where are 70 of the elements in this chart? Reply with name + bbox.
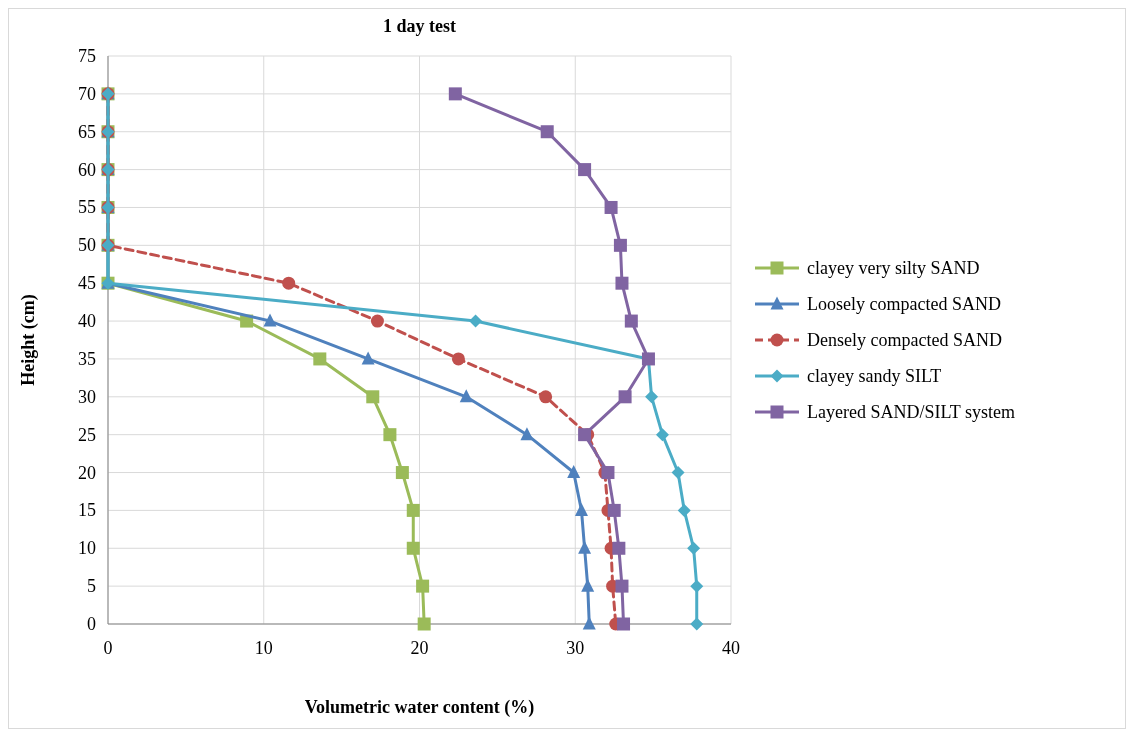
point [370, 314, 384, 328]
point [459, 389, 473, 403]
point [618, 390, 632, 404]
point [578, 540, 592, 554]
y-tick-label: 35 [78, 348, 96, 369]
point [581, 578, 595, 592]
point [406, 503, 420, 517]
point [448, 87, 462, 101]
point [615, 276, 629, 290]
x-tick-label: 40 [722, 638, 740, 658]
point [690, 617, 704, 631]
legend-label: clayey sandy SILT [807, 366, 942, 386]
chart-title: 1 day test [383, 16, 456, 36]
y-tick-label: 5 [87, 576, 96, 597]
legend-label: clayey very silty SAND [807, 258, 980, 278]
point [469, 314, 483, 328]
point [451, 352, 465, 366]
point [395, 466, 409, 480]
point [690, 579, 704, 593]
point [417, 617, 431, 631]
point [361, 351, 375, 365]
point [366, 390, 380, 404]
x-tick-label: 10 [254, 638, 273, 658]
point [677, 503, 691, 517]
point [612, 541, 626, 555]
y-tick-label: 50 [78, 235, 96, 256]
point [604, 200, 618, 214]
y-tick-label: 55 [78, 197, 96, 218]
legend-label: Densely compacted SAND [807, 330, 1002, 350]
y-tick-label: 25 [78, 424, 96, 445]
y-tick-label: 40 [78, 311, 96, 332]
point [383, 428, 397, 442]
point [282, 276, 296, 290]
point [578, 163, 592, 177]
point [617, 617, 631, 631]
point [520, 427, 534, 441]
point [624, 314, 638, 328]
y-tick-label: 60 [78, 159, 96, 180]
x-tick-label: 20 [410, 638, 429, 658]
point [613, 238, 627, 252]
point [607, 503, 621, 517]
x-tick-label: 0 [103, 638, 113, 658]
point [416, 579, 430, 593]
x-tick-label: 30 [566, 638, 585, 658]
legend-label: Layered SAND/SILT system [807, 402, 1015, 422]
legend-label: Loosely compacted SAND [807, 294, 1001, 314]
point [574, 502, 588, 516]
point [655, 428, 669, 442]
point [645, 390, 659, 404]
y-tick-label: 75 [78, 46, 96, 66]
point [671, 466, 685, 480]
point [582, 616, 596, 630]
point [313, 352, 327, 366]
point [263, 313, 277, 327]
y-tick-label: 65 [78, 121, 96, 142]
point [539, 390, 553, 404]
y-axis-title: Height (cm) [18, 294, 39, 386]
point [406, 541, 420, 555]
y-tick-label: 20 [78, 462, 96, 483]
y-tick-label: 0 [87, 614, 96, 634]
y-tick-label: 15 [78, 500, 96, 521]
point [687, 541, 701, 555]
y-tick-label: 70 [78, 83, 96, 104]
y-tick-label: 10 [78, 538, 96, 559]
y-tick-label: 30 [78, 386, 96, 407]
y-tick-label: 45 [78, 273, 96, 294]
point [567, 465, 581, 479]
point [540, 125, 554, 139]
x-axis-title: Volumetric water content (%) [304, 697, 535, 718]
point [615, 579, 629, 593]
